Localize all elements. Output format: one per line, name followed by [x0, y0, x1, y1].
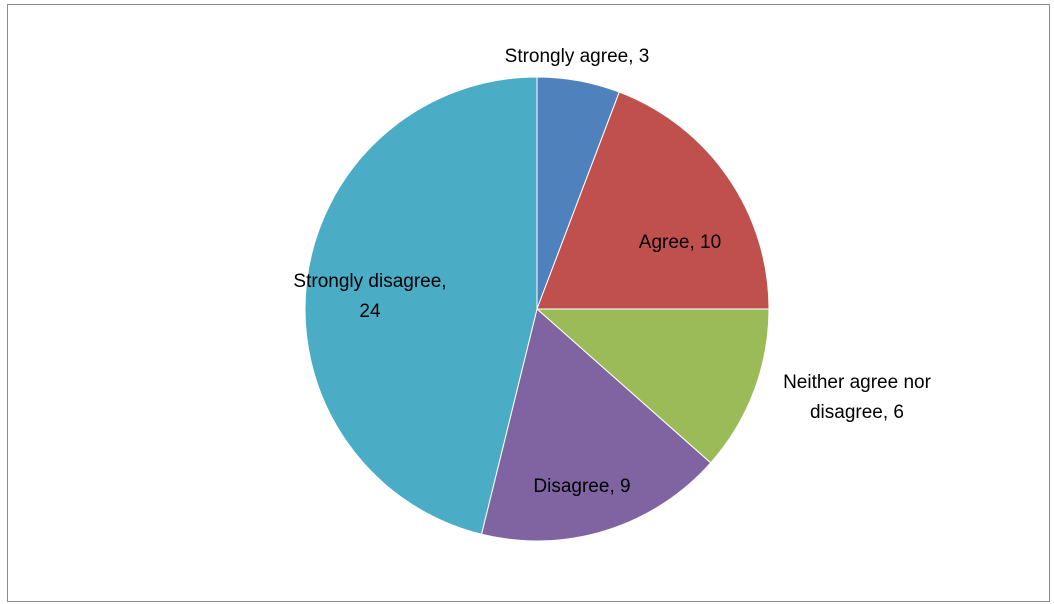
pie-slice-disagree	[480, 308, 712, 542]
data-label-line: Strongly disagree,	[293, 271, 446, 292]
data-label-neither-agree-nor-disagree: Neither agree nor disagree, 6	[783, 372, 932, 423]
data-label-line: Strongly agree, 3	[505, 46, 650, 67]
data-label-agree: Agree, 10	[639, 232, 721, 253]
data-label-line: disagree, 6	[810, 402, 904, 423]
pie-slice-strongly-disagree	[304, 76, 538, 535]
data-label-line: Agree, 10	[639, 232, 721, 253]
data-label-disagree: Disagree, 9	[533, 476, 630, 497]
data-label-strongly-disagree: Strongly disagree, 24	[293, 271, 446, 322]
pie-slice-neither-agree-nor-disagree	[535, 308, 770, 464]
data-label-strongly-agree: Strongly agree, 3	[505, 46, 650, 67]
data-label-line: Neither agree nor	[783, 372, 932, 393]
data-label-line: Disagree, 9	[533, 476, 630, 497]
data-label-line: 24	[359, 301, 381, 322]
pie-slice-agree	[536, 91, 770, 310]
